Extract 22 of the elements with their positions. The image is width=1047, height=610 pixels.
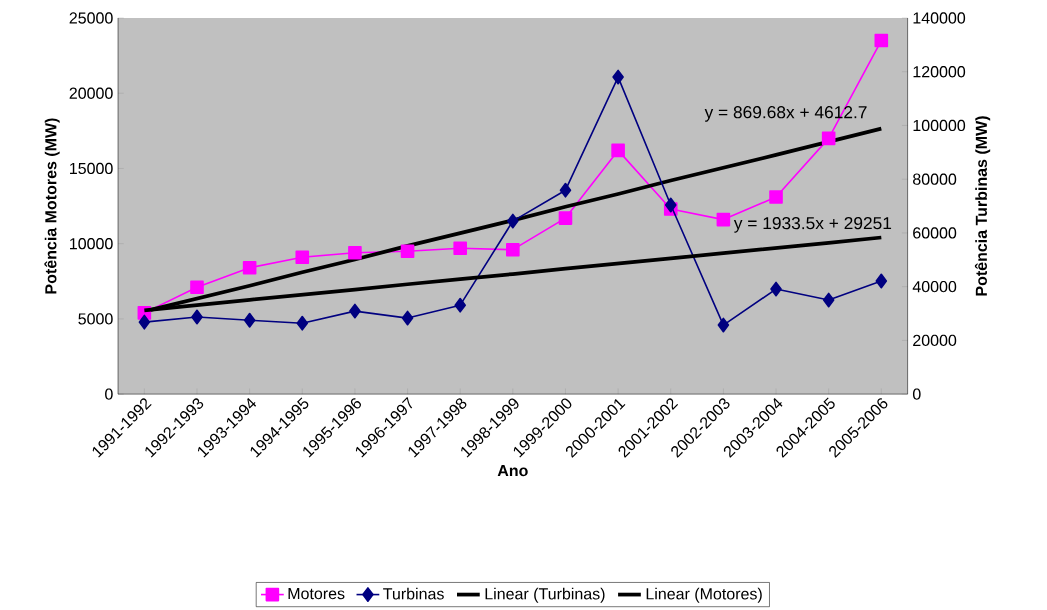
y2-axis-title: Potência Turbinas (MW): [974, 116, 991, 296]
y2-tick-label: 60000: [913, 227, 957, 239]
y2-tick-label: 40000: [912, 281, 957, 293]
legend-label: Linear (Motores): [646, 588, 762, 603]
y2-tick-label: 100000: [913, 120, 966, 132]
y2-tick-label: 140000: [913, 12, 966, 24]
y-tick-label: 5000: [78, 313, 113, 325]
y-tick-label: 15000: [70, 163, 113, 175]
x-axis-title: Ano: [497, 465, 528, 477]
legend-label: Motores: [288, 588, 345, 600]
y-tick-label: 0: [105, 388, 113, 400]
y-tick-label: 10000: [70, 238, 113, 250]
y2-tick-label: 20000: [913, 334, 957, 347]
y-tick-label: 20000: [69, 87, 113, 100]
annotation: y = 1933.5x + 29251: [733, 217, 892, 233]
legend-label: Turbinas: [383, 588, 444, 600]
y2-tick-label: 120000: [913, 66, 966, 78]
legend-label: Linear (Turbinas): [485, 588, 605, 603]
y-axis-title: Potência Motores (MW): [44, 118, 60, 294]
y-tick-label: 25000: [69, 12, 113, 24]
y2-tick-label: 0: [912, 388, 921, 401]
y2-tick-label: 80000: [913, 173, 957, 186]
